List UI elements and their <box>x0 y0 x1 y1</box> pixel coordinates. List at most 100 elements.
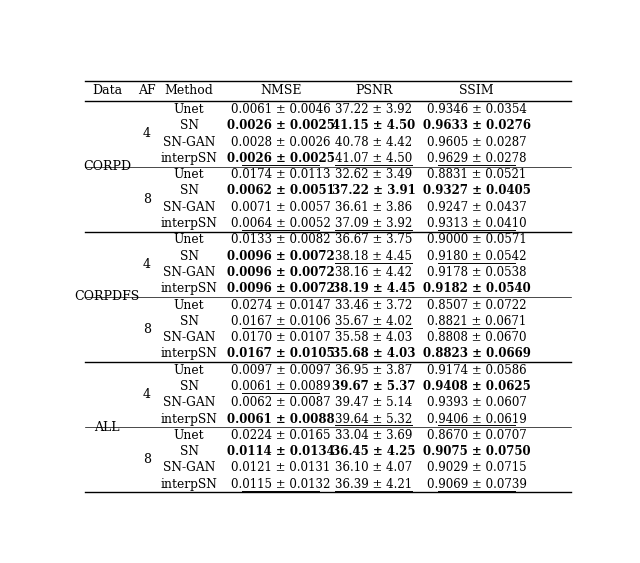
Text: 37.09 ± 3.92: 37.09 ± 3.92 <box>335 217 412 230</box>
Text: 0.0061 ± 0.0088: 0.0061 ± 0.0088 <box>227 413 335 426</box>
Text: CORPDFS: CORPDFS <box>75 291 140 303</box>
Text: 0.0170 ± 0.0107: 0.0170 ± 0.0107 <box>231 331 331 344</box>
Text: 39.47 ± 5.14: 39.47 ± 5.14 <box>335 396 412 409</box>
Text: 35.58 ± 4.03: 35.58 ± 4.03 <box>335 331 412 344</box>
Text: 0.0062 ± 0.0087: 0.0062 ± 0.0087 <box>231 396 331 409</box>
Text: 35.68 ± 4.03: 35.68 ± 4.03 <box>332 347 415 360</box>
Text: 38.18 ± 4.45: 38.18 ± 4.45 <box>335 249 412 263</box>
Text: interpSN: interpSN <box>161 413 218 426</box>
Text: 38.16 ± 4.42: 38.16 ± 4.42 <box>335 266 412 279</box>
Text: SN: SN <box>180 119 198 132</box>
Text: 0.0174 ± 0.0113: 0.0174 ± 0.0113 <box>231 168 331 181</box>
Text: 41.07 ± 4.50: 41.07 ± 4.50 <box>335 152 412 165</box>
Text: interpSN: interpSN <box>161 282 218 295</box>
Text: 8: 8 <box>143 453 151 466</box>
Text: 0.0096 ± 0.0072: 0.0096 ± 0.0072 <box>227 282 335 295</box>
Text: 0.9075 ± 0.0750: 0.9075 ± 0.0750 <box>423 445 531 458</box>
Text: 0.9174 ± 0.0586: 0.9174 ± 0.0586 <box>427 364 527 377</box>
Text: 0.0133 ± 0.0082: 0.0133 ± 0.0082 <box>231 233 331 247</box>
Text: 0.8507 ± 0.0722: 0.8507 ± 0.0722 <box>427 298 527 311</box>
Text: 4: 4 <box>143 388 151 401</box>
Text: 0.0071 ± 0.0057: 0.0071 ± 0.0057 <box>231 201 331 214</box>
Text: Unet: Unet <box>174 168 204 181</box>
Text: 0.9029 ± 0.0715: 0.9029 ± 0.0715 <box>427 462 527 475</box>
Text: 0.0096 ± 0.0072: 0.0096 ± 0.0072 <box>227 266 335 279</box>
Text: 40.78 ± 4.42: 40.78 ± 4.42 <box>335 136 412 149</box>
Text: 0.0167 ± 0.0106: 0.0167 ± 0.0106 <box>231 315 331 328</box>
Text: 0.9406 ± 0.0619: 0.9406 ± 0.0619 <box>427 413 527 426</box>
Text: 8: 8 <box>143 323 151 336</box>
Text: Unet: Unet <box>174 103 204 116</box>
Text: SN-GAN: SN-GAN <box>163 201 215 214</box>
Text: SN: SN <box>180 185 198 198</box>
Text: 0.0167 ± 0.0105: 0.0167 ± 0.0105 <box>227 347 335 360</box>
Text: 0.9393 ± 0.0607: 0.9393 ± 0.0607 <box>427 396 527 409</box>
Text: SN: SN <box>180 445 198 458</box>
Text: 39.67 ± 5.37: 39.67 ± 5.37 <box>332 380 415 393</box>
Text: 0.8823 ± 0.0669: 0.8823 ± 0.0669 <box>423 347 531 360</box>
Text: 0.9178 ± 0.0538: 0.9178 ± 0.0538 <box>427 266 527 279</box>
Text: interpSN: interpSN <box>161 347 218 360</box>
Text: 0.0062 ± 0.0051: 0.0062 ± 0.0051 <box>227 185 335 198</box>
Text: 0.9327 ± 0.0405: 0.9327 ± 0.0405 <box>423 185 531 198</box>
Text: 0.9247 ± 0.0437: 0.9247 ± 0.0437 <box>427 201 527 214</box>
Text: 36.95 ± 3.87: 36.95 ± 3.87 <box>335 364 412 377</box>
Text: 0.0026 ± 0.0025: 0.0026 ± 0.0025 <box>227 119 335 132</box>
Text: 0.9346 ± 0.0354: 0.9346 ± 0.0354 <box>427 103 527 116</box>
Text: 33.04 ± 3.69: 33.04 ± 3.69 <box>335 429 412 442</box>
Text: Unet: Unet <box>174 364 204 377</box>
Text: SN-GAN: SN-GAN <box>163 266 215 279</box>
Text: 0.9069 ± 0.0739: 0.9069 ± 0.0739 <box>427 478 527 491</box>
Text: 0.9633 ± 0.0276: 0.9633 ± 0.0276 <box>423 119 531 132</box>
Text: PSNR: PSNR <box>355 84 392 97</box>
Text: 0.0224 ± 0.0165: 0.0224 ± 0.0165 <box>231 429 331 442</box>
Text: 0.9629 ± 0.0278: 0.9629 ± 0.0278 <box>427 152 527 165</box>
Text: AF: AF <box>138 84 156 97</box>
Text: 0.0097 ± 0.0097: 0.0097 ± 0.0097 <box>231 364 331 377</box>
Text: SN-GAN: SN-GAN <box>163 396 215 409</box>
Text: 37.22 ± 3.92: 37.22 ± 3.92 <box>335 103 412 116</box>
Text: 4: 4 <box>143 258 151 271</box>
Text: 36.67 ± 3.75: 36.67 ± 3.75 <box>335 233 412 247</box>
Text: 35.67 ± 4.02: 35.67 ± 4.02 <box>335 315 412 328</box>
Text: 8: 8 <box>143 193 151 205</box>
Text: interpSN: interpSN <box>161 217 218 230</box>
Text: 32.62 ± 3.49: 32.62 ± 3.49 <box>335 168 412 181</box>
Text: Unet: Unet <box>174 233 204 247</box>
Text: SSIM: SSIM <box>460 84 494 97</box>
Text: Unet: Unet <box>174 298 204 311</box>
Text: 0.9000 ± 0.0571: 0.9000 ± 0.0571 <box>427 233 527 247</box>
Text: 0.0064 ± 0.0052: 0.0064 ± 0.0052 <box>231 217 331 230</box>
Text: 36.39 ± 4.21: 36.39 ± 4.21 <box>335 478 412 491</box>
Text: 0.0115 ± 0.0132: 0.0115 ± 0.0132 <box>231 478 331 491</box>
Text: Unet: Unet <box>174 429 204 442</box>
Text: 0.8670 ± 0.0707: 0.8670 ± 0.0707 <box>427 429 527 442</box>
Text: 37.22 ± 3.91: 37.22 ± 3.91 <box>332 185 415 198</box>
Text: 39.64 ± 5.32: 39.64 ± 5.32 <box>335 413 412 426</box>
Text: 0.9182 ± 0.0540: 0.9182 ± 0.0540 <box>423 282 531 295</box>
Text: SN-GAN: SN-GAN <box>163 136 215 149</box>
Text: 41.15 ± 4.50: 41.15 ± 4.50 <box>332 119 415 132</box>
Text: 0.9313 ± 0.0410: 0.9313 ± 0.0410 <box>427 217 527 230</box>
Text: interpSN: interpSN <box>161 152 218 165</box>
Text: SN: SN <box>180 315 198 328</box>
Text: 0.8831 ± 0.0521: 0.8831 ± 0.0521 <box>427 168 527 181</box>
Text: SN: SN <box>180 249 198 263</box>
Text: interpSN: interpSN <box>161 478 218 491</box>
Text: SN: SN <box>180 380 198 393</box>
Text: SN-GAN: SN-GAN <box>163 331 215 344</box>
Text: 0.0061 ± 0.0089: 0.0061 ± 0.0089 <box>231 380 331 393</box>
Text: 36.61 ± 3.86: 36.61 ± 3.86 <box>335 201 412 214</box>
Text: 0.9408 ± 0.0625: 0.9408 ± 0.0625 <box>423 380 531 393</box>
Text: CORPD: CORPD <box>83 160 131 173</box>
Text: 0.9180 ± 0.0542: 0.9180 ± 0.0542 <box>427 249 527 263</box>
Text: 0.9605 ± 0.0287: 0.9605 ± 0.0287 <box>427 136 527 149</box>
Text: 0.8821 ± 0.0671: 0.8821 ± 0.0671 <box>427 315 527 328</box>
Text: 0.0061 ± 0.0046: 0.0061 ± 0.0046 <box>231 103 331 116</box>
Text: 0.0026 ± 0.0025: 0.0026 ± 0.0025 <box>227 152 335 165</box>
Text: 38.19 ± 4.45: 38.19 ± 4.45 <box>332 282 415 295</box>
Text: NMSE: NMSE <box>260 84 301 97</box>
Text: ALL: ALL <box>95 421 120 434</box>
Text: 33.46 ± 3.72: 33.46 ± 3.72 <box>335 298 412 311</box>
Text: 36.10 ± 4.07: 36.10 ± 4.07 <box>335 462 412 475</box>
